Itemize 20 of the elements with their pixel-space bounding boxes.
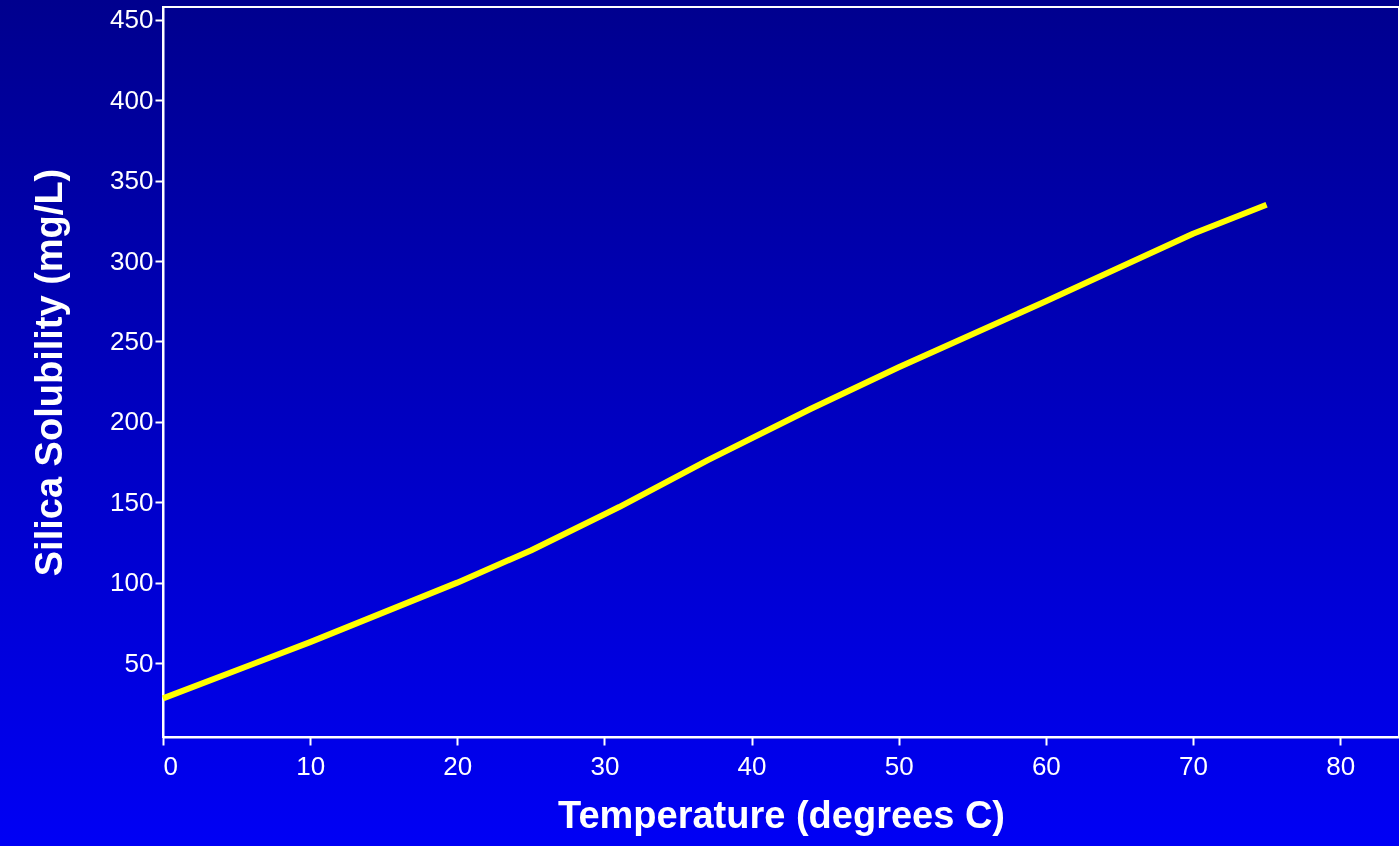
- y-tick-label: 150: [110, 486, 154, 517]
- x-tick-label: 40: [737, 750, 767, 781]
- x-tick-label: 0: [163, 750, 178, 781]
- y-tick-label: 350: [110, 165, 154, 196]
- x-axis-title: Temperature (degrees C): [558, 793, 1005, 836]
- x-tick-label: 20: [443, 750, 473, 781]
- y-tick-label: 400: [110, 84, 154, 115]
- y-tick-label: 450: [110, 4, 154, 35]
- y-tick-label: 100: [110, 567, 154, 598]
- x-tick-label: 10: [296, 750, 326, 781]
- x-tick-label: 30: [590, 750, 620, 781]
- y-axis-title: Silica Solubility (mg/L): [28, 168, 71, 577]
- y-tick-label: 250: [110, 325, 154, 356]
- x-tick-label: 60: [1031, 750, 1061, 781]
- x-tick-label: 80: [1326, 750, 1356, 781]
- y-tick-label: 50: [124, 647, 154, 678]
- x-tick-label: 50: [884, 750, 914, 781]
- y-tick-label: 200: [110, 406, 154, 437]
- y-tick-label: 300: [110, 245, 154, 276]
- x-tick-label: 70: [1179, 750, 1208, 781]
